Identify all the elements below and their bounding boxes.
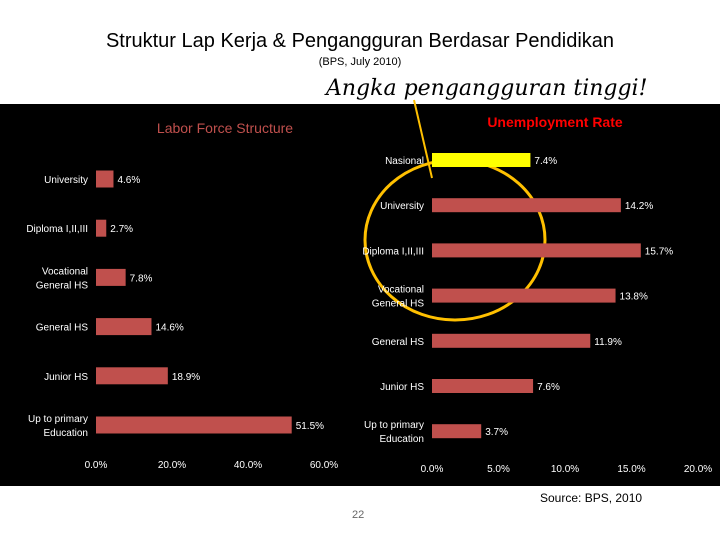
unemp-category-label: Education bbox=[380, 434, 424, 445]
unemp-tick-label: 10.0% bbox=[551, 464, 579, 475]
labor-bar bbox=[96, 416, 292, 434]
unemp-category-label: Up to primary bbox=[364, 420, 424, 431]
labor-bar bbox=[96, 367, 168, 385]
labor-category-label: Education bbox=[44, 428, 88, 439]
labor-value-label: 18.9% bbox=[172, 372, 200, 383]
labor-bar bbox=[96, 170, 114, 188]
unemp-bar bbox=[432, 333, 591, 348]
unemp-tick-label: 20.0% bbox=[684, 464, 712, 475]
unemp-bar bbox=[432, 243, 641, 258]
unemp-bar bbox=[432, 288, 616, 303]
labor-category-label: Vocational bbox=[42, 266, 88, 277]
labor-category-label: Diploma I,II,III bbox=[26, 224, 88, 235]
unemp-value-label: 13.8% bbox=[620, 292, 648, 303]
labor-tick-label: 0.0% bbox=[85, 460, 108, 471]
unemp-value-label: 11.9% bbox=[594, 337, 622, 348]
unemp-value-label: 7.6% bbox=[537, 382, 560, 393]
labor-tick-label: 60.0% bbox=[310, 460, 338, 471]
page-number: 22 bbox=[352, 509, 365, 521]
unemp-bar bbox=[432, 198, 621, 213]
page-title: Struktur Lap Kerja & Pengangguran Berdas… bbox=[105, 30, 615, 52]
unemp-value-label: 15.7% bbox=[645, 246, 673, 257]
unemp-category-label: Diploma I,II,III bbox=[362, 246, 424, 257]
labor-category-label: Junior HS bbox=[44, 372, 88, 383]
callout-text: Angka pengangguran tinggi! bbox=[326, 76, 648, 101]
unemp-tick-label: 0.0% bbox=[421, 464, 444, 475]
labor-bar bbox=[96, 219, 107, 237]
labor-category-label: Up to primary bbox=[28, 414, 88, 425]
unemp-category-label: Junior HS bbox=[380, 382, 424, 393]
labor-category-label: University bbox=[44, 175, 88, 186]
callout-pointer bbox=[413, 99, 433, 179]
unemp-tick-label: 5.0% bbox=[487, 464, 510, 475]
unemp-value-label: 3.7% bbox=[485, 427, 508, 438]
labor-value-label: 2.7% bbox=[110, 224, 133, 235]
labor-value-label: 7.8% bbox=[130, 273, 153, 284]
unemp-value-label: 7.4% bbox=[534, 156, 557, 167]
unemp-bar bbox=[432, 153, 531, 167]
unemp-bar bbox=[432, 424, 482, 439]
labor-category-label: General HS bbox=[36, 323, 89, 334]
source-note: Source: BPS, 2010 bbox=[540, 491, 643, 505]
unemp-category-label: Vocational bbox=[378, 285, 424, 296]
labor-value-label: 4.6% bbox=[117, 175, 140, 186]
unemp-category-label: Nasional bbox=[385, 156, 424, 167]
labor-chart-title: Labor Force Structure bbox=[157, 120, 293, 136]
unemp-category-label: General HS bbox=[372, 337, 425, 348]
unemp-bar bbox=[432, 379, 534, 393]
labor-value-label: 51.5% bbox=[296, 421, 324, 432]
unemp-category-label: University bbox=[380, 201, 424, 212]
unemp-tick-label: 15.0% bbox=[617, 464, 645, 475]
labor-tick-label: 20.0% bbox=[158, 460, 186, 471]
page-subtitle: (BPS, July 2010) bbox=[318, 56, 402, 68]
unemp-value-label: 14.2% bbox=[625, 201, 653, 212]
labor-force-chart: Labor Force Structure 4.6% University 2.7%… bbox=[26, 120, 338, 471]
labor-tick-label: 40.0% bbox=[234, 460, 262, 471]
labor-bar bbox=[96, 268, 126, 286]
labor-category-label: General HS bbox=[36, 280, 89, 291]
unemp-category-label: General HS bbox=[372, 299, 425, 310]
labor-bar bbox=[96, 318, 152, 336]
unemp-chart-title: Unemployment Rate bbox=[487, 114, 623, 130]
unemployment-chart: Unemployment Rate 7.4% Nasional 14.2% Unive… bbox=[362, 114, 712, 475]
labor-value-label: 14.6% bbox=[155, 323, 183, 334]
